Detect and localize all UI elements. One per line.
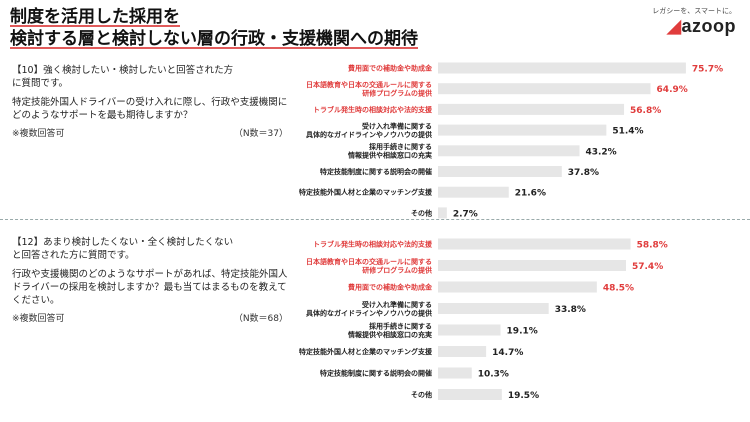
logo-mark-icon: ◢ [667,16,682,36]
page-title-line-2: 検討する層と検討しない層の行政・支援機関への期待 [10,29,418,49]
chart-2-bar-7 [438,367,472,379]
chart-2-bar-6 [438,346,487,357]
chart-1-category-label: 研修プログラムの提供 [362,88,432,97]
question-10-note: ※複数回答可 [12,129,65,139]
chart-2-value-label: 10.3% [478,370,509,380]
chart-1-bar-7 [438,186,509,198]
chart-1-bar-4 [438,124,607,136]
chart-2-value-label: 19.1% [507,327,538,337]
question-12-note: ※複数回答可 [12,314,65,324]
chart-1-value-label: 51.4% [612,127,643,137]
question-12-note-row: ※複数回答可 （N数＝68） [12,313,288,326]
chart-1-category-label: トラブル発生時の相談対応や法的支援 [313,105,433,114]
chart-2-category-label: 研修プログラムの提供 [362,265,432,274]
chart-1-bar-3 [438,103,625,115]
chart-1-value-label: 43.2% [585,147,616,157]
question-10-n: （N数＝37） [233,129,288,139]
chart-2-value-label: 58.8% [637,241,668,251]
chart-1-category-label: 費用面での補助金や助成金 [348,64,433,73]
logo-name-text: azoop [681,16,736,36]
chart-1-value-label: 64.9% [657,85,688,95]
chart-1-category-label: 特定技能制度に関する説明会の開催 [320,167,432,176]
chart-2-bar-2 [438,260,626,271]
chart-1-bar-8 [438,207,447,219]
question-12-body: 行政や支援機関のどのようなサポートがあれば、特定技能外国人ドライバーの採用を検討… [12,269,288,306]
chart-2-category-label: 特定技能外国人材と企業のマッチング支援 [299,347,433,356]
question-10: 【10】強く検討したい・検討したいと回答された方 に質問です。 特定技能外国人ド… [12,64,288,141]
chart-1-category-label: その他 [411,208,432,217]
chart-1-value-label: 21.6% [515,189,546,199]
chart-1-category-label: 日本語教育や日本の交通ルールに関する [306,80,432,89]
logo-tagline: レガシーを、スマートに。 [652,7,736,15]
chart-1-value-label: 56.8% [630,106,661,116]
chart-2-value-label: 14.7% [492,348,523,358]
chart-2-category-label: 具体的なガイドラインやノウハウの提供 [305,308,432,317]
chart-2-bar-1 [438,238,631,250]
chart-2-category-label: 受け入れ準備に関する [362,300,432,309]
question-10-note-row: ※複数回答可 （N数＝37） [12,128,288,141]
page-title-line-1: 制度を活用した採用を [10,7,180,27]
chart-1-value-label: 2.7% [453,209,478,219]
question-12: 【12】あまり検討したくない・全く検討したくない と回答された方に質問です。 行… [12,236,288,326]
chart-2-value-label: 57.4% [632,262,663,272]
question-12-number: 【12】 [12,237,44,248]
chart-2-bar-4 [438,303,549,314]
chart-2-category-label: トラブル発生時の相談対応や法的支援 [313,240,433,249]
question-10-lead: 【10】強く検討したい・検討したいと回答された方 [12,65,234,76]
question-10-body: 特定技能外国人ドライバーの受け入れに際し、行政や支援機関にどのようなサポートを最… [12,97,288,121]
page-title: 制度を活用した採用を 検討する層と検討しない層の行政・支援機関への期待 [10,6,570,50]
azoop-logo: レガシーを、スマートに。 ◢azoop [626,6,736,36]
chart-1-category-label: 特定技能外国人材と企業のマッチング支援 [299,188,433,197]
chart-2-category-label: 日本語教育や日本の交通ルールに関する [306,257,432,266]
chart-2-category-label: 情報提供や相談窓口の充実 [348,330,432,339]
chart-1-category-label: 採用手続きに関する [369,142,432,151]
chart-2-category-label: 費用面での補助金や助成金 [348,283,433,292]
chart-2-bar-3 [438,281,597,293]
chart-2-bar-8 [438,389,502,400]
question-12-lead: 【12】あまり検討したくない・全く検討したくない [12,237,234,248]
chart-1-value-label: 37.8% [568,168,599,178]
chart-1-category-label: 情報提供や相談窓口の充実 [348,151,432,160]
chart-2-category-label: 特定技能制度に関する説明会の開催 [320,369,432,378]
question-12-n: （N数＝68） [233,314,288,324]
chart-2-value-label: 19.5% [508,391,539,401]
chart-1-bar-2 [438,83,651,95]
question-10-number: 【10】 [12,65,44,76]
logo-name: ◢azoop [667,16,736,37]
chart-1-category-label: 受け入れ準備に関する [362,121,432,130]
section-divider [0,219,750,220]
chart-1-value-label: 75.7% [692,65,723,75]
chart-1-bar-5 [438,145,580,157]
chart-2-category-label: その他 [411,390,432,399]
chart-1-bar-1 [438,62,686,74]
chart-2-bar-5 [438,324,501,336]
chart-1-category-label: 具体的なガイドラインやノウハウの提供 [305,130,432,139]
question-10-lead2: に質問です。 [12,78,69,89]
chart-1-bar-6 [438,166,562,177]
chart-2-value-label: 33.8% [555,305,586,315]
chart-2-category-label: 採用手続きに関する [369,321,432,330]
chart-2-value-label: 48.5% [603,284,634,294]
question-12-lead2: と回答された方に質問です。 [12,250,135,261]
